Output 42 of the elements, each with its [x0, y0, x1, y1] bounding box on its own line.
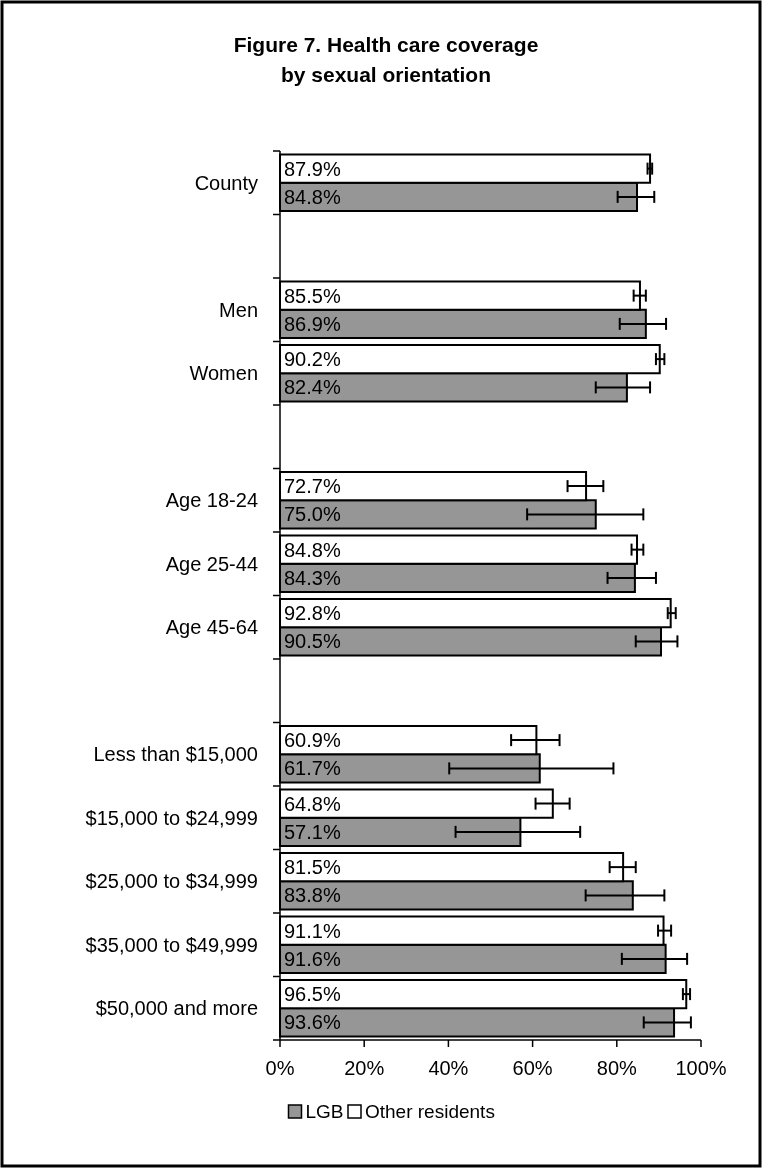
- data-label: 90.2%: [284, 348, 341, 371]
- x-tick-label: 60%: [512, 1057, 553, 1079]
- data-label: 75.0%: [284, 503, 341, 526]
- y-tick-label: Less than $15,000: [93, 743, 258, 766]
- x-tick-label: 20%: [344, 1057, 385, 1079]
- data-label: 87.9%: [284, 157, 341, 180]
- data-label: 90.5%: [284, 630, 341, 653]
- chart-title: Figure 7. Health care coverage by sexual orientation: [233, 33, 539, 86]
- y-tick-label: Age 18-24: [165, 489, 258, 512]
- y-tick-label: $35,000 to $49,999: [85, 933, 258, 956]
- data-label: 96.5%: [284, 983, 341, 1006]
- data-label: 84.8%: [284, 538, 341, 561]
- data-label: 81.5%: [284, 856, 341, 879]
- y-tick-label: Age 25-44: [165, 552, 258, 575]
- x-tick-label: 0%: [265, 1057, 295, 1079]
- data-label: 84.3%: [284, 566, 341, 589]
- data-label: 85.5%: [284, 284, 341, 307]
- data-label: 91.1%: [284, 919, 341, 942]
- y-tick-label: $50,000 and more: [95, 997, 258, 1020]
- legend-label: Other residents: [365, 1101, 495, 1122]
- y-tick-label: $15,000 to $24,999: [85, 806, 258, 829]
- data-label: 91.6%: [284, 947, 341, 970]
- data-label: 57.1%: [284, 820, 341, 843]
- y-tick-label: Men: [219, 298, 258, 321]
- data-label: 72.7%: [284, 475, 341, 498]
- x-tick-label: 100%: [675, 1057, 727, 1079]
- data-label: 83.8%: [284, 884, 341, 907]
- data-label: 86.9%: [284, 312, 341, 335]
- y-tick-label: $25,000 to $34,999: [85, 870, 258, 893]
- legend-label: LGB: [305, 1101, 344, 1122]
- y-tick-label: Age 45-64: [165, 616, 258, 639]
- x-tick-label: 80%: [596, 1057, 638, 1079]
- x-tick-label: 40%: [428, 1057, 469, 1079]
- data-label: 60.9%: [284, 729, 341, 752]
- y-tick-label: County: [194, 171, 258, 194]
- data-label: 64.8%: [284, 792, 341, 815]
- data-label: 84.8%: [284, 185, 341, 208]
- data-label: 93.6%: [284, 1011, 341, 1034]
- data-label: 92.8%: [284, 602, 341, 625]
- data-label: 82.4%: [284, 376, 341, 399]
- data-label: 61.7%: [284, 757, 341, 780]
- y-tick-label: Women: [189, 362, 258, 385]
